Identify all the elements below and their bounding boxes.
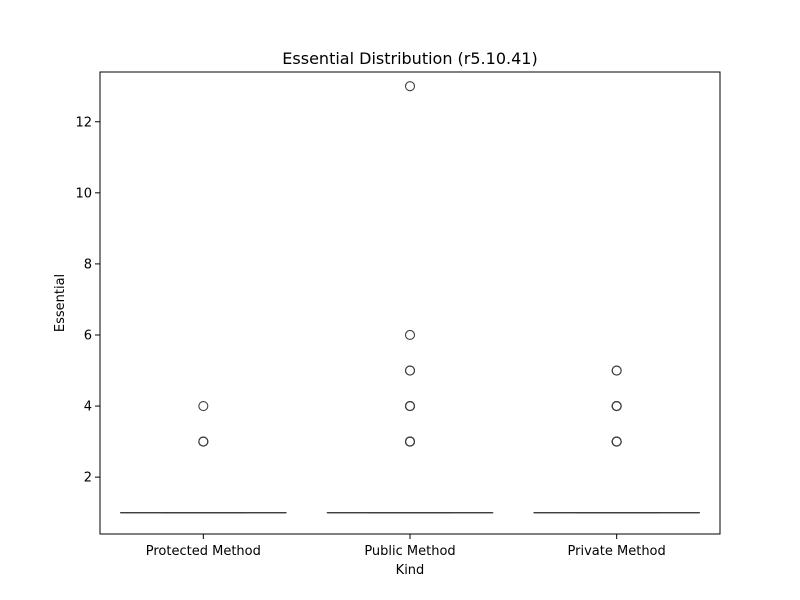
box-group-0 (120, 401, 287, 514)
outlier-point (198, 401, 209, 412)
outlier-point (404, 329, 416, 341)
chart-title: Essential Distribution (r5.10.41) (282, 49, 537, 68)
outlier-point (611, 401, 622, 412)
y-tick-label: 2 (84, 471, 92, 486)
y-axis: 2 4 6 8 10 12 (75, 115, 100, 486)
box-group-2 (533, 365, 700, 514)
outlier-point (611, 436, 622, 447)
box-group-1 (326, 81, 494, 514)
y-tick-label: 6 (84, 328, 92, 343)
outlier-point (404, 365, 416, 376)
outlier-point (404, 401, 416, 412)
y-axis-label: Essential (53, 274, 68, 332)
outlier-point (198, 436, 209, 447)
x-axis-label: Kind (396, 563, 425, 578)
y-tick-label: 12 (75, 115, 92, 130)
x-tick-label: Private Method (568, 544, 666, 559)
y-tick-label: 10 (75, 186, 92, 201)
outlier-point (404, 436, 416, 447)
outlier-point (404, 81, 416, 92)
y-tick-label: 8 (84, 257, 92, 272)
y-tick-label: 4 (84, 400, 92, 415)
plot-area (120, 81, 700, 514)
x-tick-label: Public Method (364, 544, 455, 559)
x-axis: Protected Method Public Method Private Met… (146, 534, 666, 559)
plot-frame (99, 71, 721, 535)
outlier-point (611, 365, 622, 376)
x-tick-label: Protected Method (146, 544, 261, 559)
